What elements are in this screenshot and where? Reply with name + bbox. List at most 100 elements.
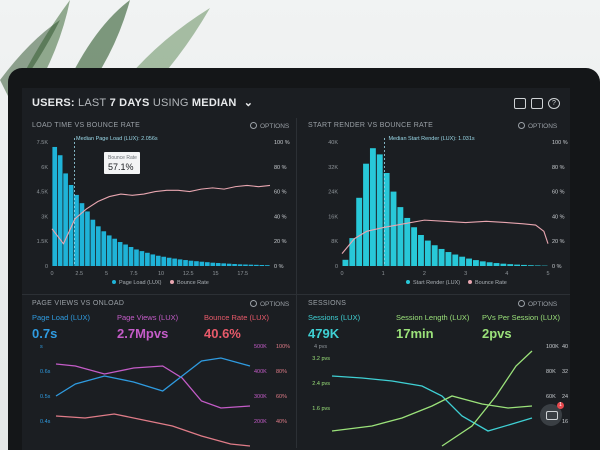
y2-tick-label: 80K [546,369,556,375]
histogram-bar [128,246,134,266]
histogram-bar [188,260,194,266]
panel2-options[interactable]: OPTIONS [518,122,557,130]
chat-badge: 1 [557,402,564,409]
kpi-page-views-value: 2.7Mpvs [117,326,169,341]
histogram-bar [534,265,541,266]
panel1-options-label: OPTIONS [260,123,290,130]
monitor-icon[interactable] [514,98,526,109]
page-views-line [55,363,251,409]
legend-swatch [112,280,116,284]
chat-icon[interactable] [540,404,562,426]
histogram-bar [369,148,376,266]
histogram-bar [79,203,85,266]
x-tick-label: 10 [158,271,164,277]
y3-tick-label: 80% [276,369,287,375]
tooltip-value: 57.1% [108,162,134,172]
panel4-options[interactable]: OPTIONS [518,300,557,308]
y2-tick-label: 40 % [552,214,565,220]
y-tick-label: 1.6 pvs [312,406,330,412]
title-users: USERS: [32,97,75,109]
y-tick-label: 32K [328,165,338,171]
image-icon[interactable] [531,98,543,109]
histogram-bar [210,262,216,266]
y2-tick-label: 20 % [552,239,565,245]
legend-label: Start Render (LUX) [413,280,460,286]
histogram-bar [96,226,101,266]
title-median: MEDIAN [191,97,237,109]
kpi-page-load-label: Page Load (LUX) [32,313,90,322]
panel1-options[interactable]: OPTIONS [250,122,289,130]
y3-tick-label: 40 min [562,344,570,350]
panel3-options[interactable]: OPTIONS [250,300,289,308]
y-tick-label: 24K [328,190,338,196]
histogram-bar [521,264,527,266]
histogram-bar [150,254,156,266]
x-tick-label: 0 [50,271,53,277]
histogram-bar [221,263,226,266]
histogram-bar [166,257,172,266]
panel2-options-label: OPTIONS [528,123,558,130]
histogram-bar [342,259,349,266]
y2-tick-label: 100K [546,344,559,350]
histogram-bar [363,163,369,266]
kpi-sessions-label: Sessions (LUX) [308,313,361,322]
histogram-bar [123,244,128,266]
x-tick-label: 3 [464,271,467,277]
y-tick-label: 8K [331,239,338,245]
legend-swatch [406,280,410,284]
kpi-bounce-value: 40.6% [204,326,241,341]
y2-tick-label: 20 % [274,239,287,245]
chevron-down-icon[interactable]: ⌄ [243,97,254,109]
panel4-title: SESSIONS [308,300,347,307]
sessions-line [331,375,533,432]
gear-icon [250,300,257,307]
tooltip-box [104,152,140,174]
histogram-bar [493,263,500,266]
histogram-bar [112,238,117,266]
header-icons: ? [514,98,560,109]
y3-tick-label: 24 min [562,394,570,400]
y3-tick-label: 32 min [562,369,570,375]
help-icon[interactable]: ? [548,98,560,109]
panel3-options-label: OPTIONS [260,301,290,308]
histogram-bar [117,242,123,266]
x-tick-label: 2.5 [75,271,83,277]
histogram-bar [390,191,397,266]
histogram-bar [52,146,58,266]
median-label: Median Start Render (LUX): 1.031s [388,136,474,142]
y-tick-label: 2.4 pvs [312,381,330,387]
x-tick-label: 17.5 [237,271,248,277]
session-length-line [331,395,533,432]
title-last: LAST [78,97,107,109]
page-title[interactable]: USERS: LAST 7 DAYS USING MEDIAN ⌄ [32,96,253,109]
histogram-bar [134,249,139,266]
y3-tick-label: 16 min [562,419,570,425]
legend-swatch [170,280,174,284]
histogram-bar [254,264,259,266]
histogram-bar [205,262,210,266]
histogram-bar [445,252,452,266]
histogram-bar [237,264,243,266]
histogram-bar [259,265,265,266]
y-tick-label: 0.6s [40,369,51,375]
histogram-bar [514,264,521,266]
tooltip-label: Bounce Rate [108,155,137,161]
histogram-bar [264,265,270,266]
legend-label: Page Load (LUX) [119,280,162,286]
histogram-bar [57,155,63,266]
panel4-options-label: OPTIONS [528,301,558,308]
panel-divider [22,294,570,295]
panel-divider [296,118,297,448]
histogram-bar [486,262,493,266]
x-tick-label: 5 [105,271,108,277]
histogram-bar [418,235,424,266]
legend-swatch [468,280,472,284]
histogram-bar [145,252,150,266]
kpi-page-load-value: 0.7s [32,326,58,341]
y-tick-label: 6K [41,165,48,171]
y2-tick-label: 60 % [552,190,565,196]
kpi-bounce-label: Bounce Rate (LUX) [204,313,270,322]
y-tick-label: 0 [45,264,48,270]
y2-tick-label: 80 % [552,165,565,171]
histogram-bar [479,261,486,266]
